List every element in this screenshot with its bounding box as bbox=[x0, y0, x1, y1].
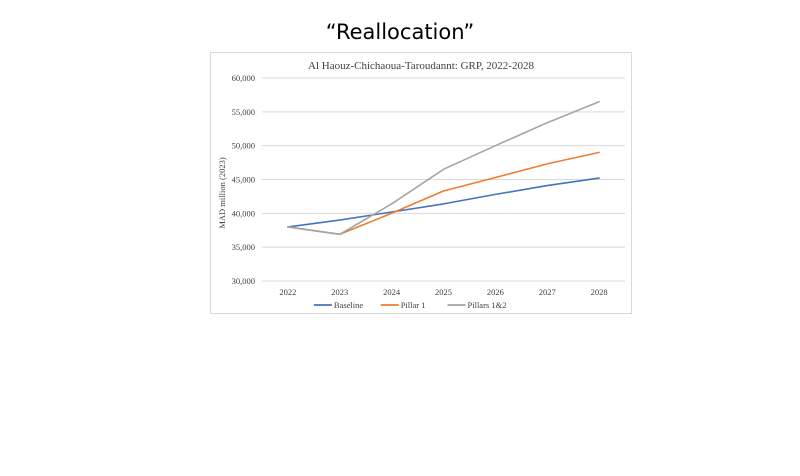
y-axis-label: MAD million (2023) bbox=[217, 157, 227, 228]
legend-item: Baseline bbox=[313, 300, 363, 310]
grid-lines bbox=[262, 77, 625, 282]
legend-item: Pillars 1&2 bbox=[447, 300, 507, 310]
series-lines bbox=[287, 100, 600, 236]
x-tick-label: 2025 bbox=[435, 287, 452, 297]
x-tick-label: 2028 bbox=[591, 287, 608, 297]
series-line-pillars-1-2 bbox=[287, 100, 600, 236]
y-tick-label: 40,000 bbox=[232, 208, 255, 218]
y-tick-label: 45,000 bbox=[232, 175, 255, 185]
y-tick-label: 60,000 bbox=[232, 73, 255, 83]
y-tick-labels: 30,000 35,000 40,000 45,000 50,000 55,000 60,0… bbox=[232, 73, 255, 286]
legend-item: Pillar 1 bbox=[380, 300, 426, 310]
line-chart: Al Haouz-Chichaoua-Taroudannt: GRP, 2022… bbox=[217, 60, 625, 310]
x-tick-label: 2026 bbox=[487, 287, 504, 297]
legend-label: Pillars 1&2 bbox=[468, 300, 507, 310]
x-tick-label: 2024 bbox=[383, 287, 401, 297]
slide-title: “Reallocation” bbox=[325, 20, 475, 44]
x-tick-label: 2023 bbox=[331, 287, 348, 297]
series-line-pillar-1 bbox=[287, 151, 600, 236]
legend-label: Baseline bbox=[334, 300, 363, 310]
y-tick-label: 35,000 bbox=[232, 242, 255, 252]
x-tick-label: 2022 bbox=[279, 287, 296, 297]
chart-frame: Al Haouz-Chichaoua-Taroudannt: GRP, 2022… bbox=[210, 52, 632, 314]
x-tick-labels: 2022 2023 2024 2025 2026 2027 2028 bbox=[279, 287, 607, 297]
chart-title: Al Haouz-Chichaoua-Taroudannt: GRP, 2022… bbox=[308, 60, 534, 72]
x-tick-label: 2027 bbox=[539, 287, 556, 297]
y-tick-label: 30,000 bbox=[232, 276, 255, 286]
series-line-baseline bbox=[287, 177, 600, 228]
legend-label: Pillar 1 bbox=[401, 300, 426, 310]
legend: Baseline Pillar 1 Pillars 1&2 bbox=[313, 300, 507, 310]
y-tick-label: 55,000 bbox=[232, 107, 255, 117]
y-tick-label: 50,000 bbox=[232, 141, 255, 151]
